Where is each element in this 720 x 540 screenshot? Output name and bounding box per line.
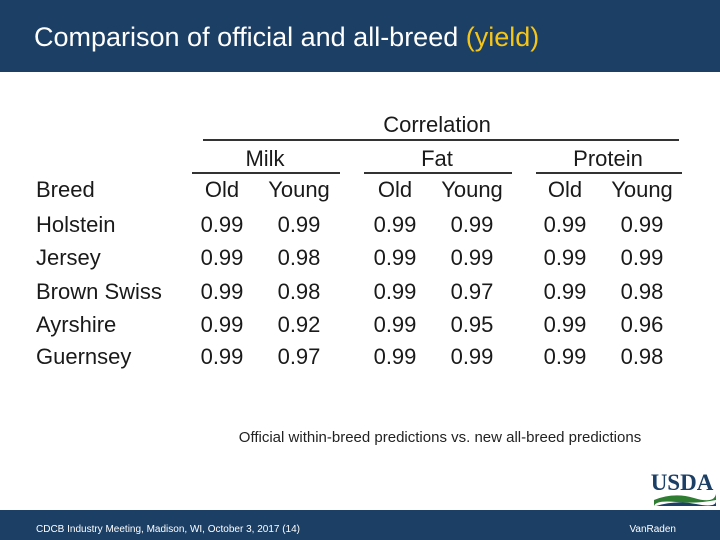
- milk-old-value: 0.99: [200, 212, 244, 237]
- breed-name: Brown Swiss: [36, 279, 162, 304]
- trait-milk: Milk: [245, 146, 285, 171]
- fat-young-value: 0.99: [450, 245, 494, 270]
- footer-author: VanRaden: [629, 524, 676, 535]
- protein-old-value: 0.99: [543, 279, 587, 304]
- protein-old-value: 0.99: [543, 344, 587, 369]
- breed-name: Holstein: [36, 212, 116, 237]
- breed-name: Jersey: [36, 245, 101, 270]
- milk-old-value: 0.99: [200, 245, 244, 270]
- header-rule: [203, 139, 679, 141]
- fat-old-value: 0.99: [373, 212, 417, 237]
- milk-old-value: 0.99: [200, 344, 244, 369]
- breed-name: Guernsey: [36, 344, 132, 369]
- milk-old-header: Old: [204, 177, 240, 202]
- protein-young-value: 0.98: [620, 279, 664, 304]
- milk-old-value: 0.99: [200, 312, 244, 337]
- protein-old-value: 0.99: [543, 245, 587, 270]
- fat-old-value: 0.99: [373, 312, 417, 337]
- fat-young-value: 0.99: [450, 344, 494, 369]
- fat-young-value: 0.97: [450, 279, 494, 304]
- title-bar: [0, 0, 720, 72]
- protein-old-header: Old: [547, 177, 583, 202]
- title-highlight: (yield): [465, 22, 540, 52]
- fat-young-value: 0.95: [450, 312, 494, 337]
- trait-fat: Fat: [421, 146, 453, 171]
- fat-old-value: 0.99: [373, 245, 417, 270]
- footer-meeting-info: CDCB Industry Meeting, Madison, WI, Octo…: [36, 524, 300, 535]
- fat-old-header: Old: [377, 177, 413, 202]
- breed-header: Breed: [36, 177, 95, 202]
- correlation-label: Correlation: [383, 112, 491, 137]
- fat-old-value: 0.99: [373, 344, 417, 369]
- protein-young-header: Young: [611, 177, 673, 202]
- breed-name: Ayrshire: [36, 312, 117, 337]
- milk-young-value: 0.98: [277, 279, 321, 304]
- milk-old-value: 0.99: [200, 279, 244, 304]
- footer-bar: [0, 510, 720, 540]
- fat-rule: [364, 172, 512, 174]
- protein-old-value: 0.99: [543, 312, 587, 337]
- protein-young-value: 0.98: [620, 344, 664, 369]
- slide-title: Comparison of official and all-breed (yi…: [34, 22, 540, 52]
- milk-young-value: 0.97: [277, 344, 321, 369]
- table-caption: Official within-breed predictions vs. ne…: [238, 429, 642, 446]
- protein-old-value: 0.99: [543, 212, 587, 237]
- milk-young-value: 0.92: [277, 312, 321, 337]
- milk-young-value: 0.99: [277, 212, 321, 237]
- fat-old-value: 0.99: [373, 279, 417, 304]
- milk-young-value: 0.98: [277, 245, 321, 270]
- milk-rule: [192, 172, 340, 174]
- protein-rule: [536, 172, 682, 174]
- usda-logo-icon: USDA: [651, 470, 716, 506]
- protein-young-value: 0.96: [620, 312, 664, 337]
- logo-base: [656, 501, 716, 506]
- logo-hills: [654, 494, 716, 506]
- fat-young-header: Young: [441, 177, 503, 202]
- protein-young-value: 0.99: [620, 212, 664, 237]
- milk-young-header: Young: [268, 177, 330, 202]
- fat-young-value: 0.99: [450, 212, 494, 237]
- protein-young-value: 0.99: [620, 245, 664, 270]
- trait-protein: Protein: [573, 146, 643, 171]
- usda-logo-text: USDA: [651, 470, 714, 495]
